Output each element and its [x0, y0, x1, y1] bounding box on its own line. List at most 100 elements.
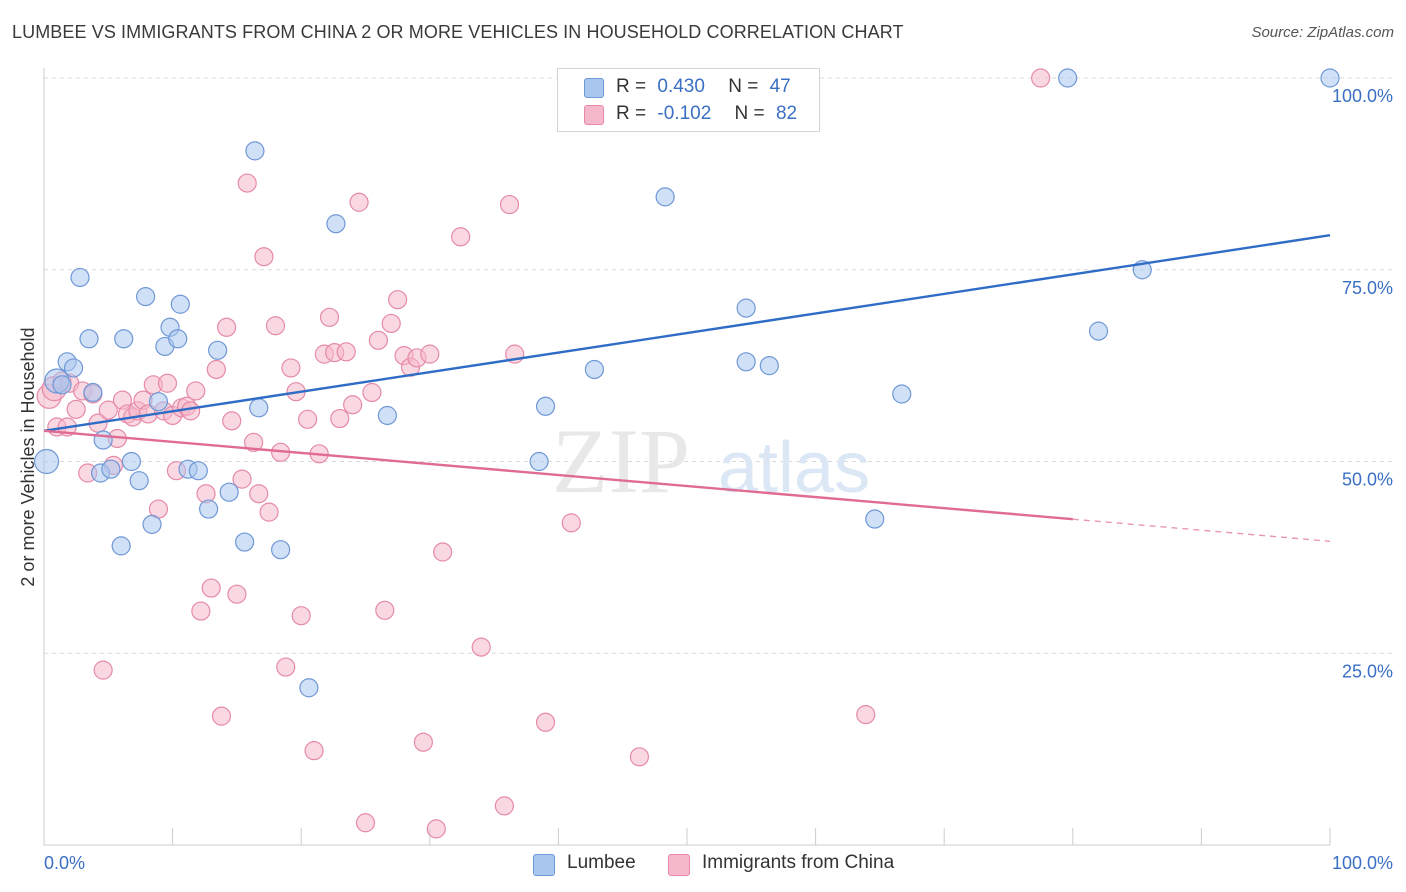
china-point: [420, 344, 440, 364]
y-tick-label: 50.0%: [1342, 470, 1393, 490]
lumbee-point: [83, 382, 103, 403]
x-tick-label: 100.0%: [1332, 853, 1393, 873]
lumbee-point: [70, 267, 90, 288]
china-point: [304, 741, 324, 761]
y-tick-label: 75.0%: [1342, 278, 1393, 298]
legend-n-value: 82: [775, 103, 798, 124]
china-point: [451, 227, 471, 247]
legend-r-label: R =: [616, 103, 647, 124]
bottom-legend-label-china: Immigrants from China: [702, 852, 895, 873]
china-point: [362, 382, 382, 403]
trend-line-china: [43, 429, 1073, 521]
y-tick-label: 25.0%: [1342, 661, 1393, 681]
lumbee-point: [655, 187, 675, 207]
china-point: [355, 813, 376, 833]
lumbee-point: [584, 359, 605, 380]
lumbee-point: [135, 287, 156, 307]
china-point: [561, 513, 581, 533]
china-point: [222, 411, 242, 431]
china-point: [191, 601, 211, 621]
bottom-legend-swatch-lumbee: [533, 854, 555, 876]
china-point: [499, 194, 520, 215]
watermark: ZIP atlas: [552, 410, 870, 512]
lumbee-point: [271, 540, 291, 560]
series-lumbee-points: [33, 68, 1340, 698]
bottom-legend-label-lumbee: Lumbee: [567, 852, 636, 873]
legend-r-value: 0.430: [657, 76, 705, 97]
correlation-legend: R = 0.430 N = 47 R = -0.102 N = 82: [557, 68, 820, 132]
china-point: [237, 173, 257, 193]
trend-lines: [43, 234, 1331, 542]
lumbee-point: [170, 294, 190, 314]
trend-line-china-extension: [1072, 518, 1331, 542]
tick-labels: 25.0% 50.0% 75.0% 100.0% 0.0% 100.0%: [44, 86, 1393, 873]
legend-n-label: N =: [728, 76, 759, 97]
china-point: [244, 432, 264, 452]
lumbee-point: [865, 509, 885, 529]
china-point: [201, 578, 221, 598]
china-point: [426, 819, 446, 839]
china-point: [336, 342, 356, 362]
china-point: [276, 657, 296, 677]
lumbee-point: [101, 459, 121, 479]
china-point: [93, 660, 113, 680]
legend-r-value: -0.102: [657, 103, 712, 124]
lumbee-point: [168, 329, 188, 349]
china-point: [265, 316, 286, 336]
trend-line-lumbee: [43, 234, 1331, 433]
lumbee-point: [299, 678, 319, 698]
china-point: [368, 330, 388, 350]
lumbee-point: [892, 384, 912, 404]
china-point: [206, 359, 226, 380]
lumbee-point: [235, 532, 255, 552]
lumbee-point: [208, 340, 228, 360]
china-point: [629, 747, 650, 767]
lumbee-point: [114, 329, 134, 349]
china-point: [330, 408, 350, 429]
lumbee-point: [199, 499, 219, 519]
lumbee-point: [148, 392, 169, 412]
china-point: [1031, 68, 1051, 88]
lumbee-point: [121, 451, 142, 472]
source-note: Source: ZipAtlas.com: [1251, 24, 1394, 41]
china-point: [343, 395, 363, 415]
lumbee-point: [1320, 68, 1340, 88]
china-point: [227, 584, 247, 604]
china-point: [375, 600, 395, 620]
china-point: [298, 409, 318, 429]
china-point: [471, 637, 491, 657]
china-point: [535, 712, 556, 732]
x-tick-label: 0.0%: [44, 853, 85, 873]
china-point: [181, 401, 201, 421]
lumbee-point: [245, 141, 265, 161]
china-point: [319, 307, 340, 327]
lumbee-point: [759, 356, 779, 376]
china-point: [291, 606, 311, 626]
china-point: [98, 400, 118, 420]
lumbee-point: [52, 375, 72, 395]
legend-n-value: 47: [769, 76, 791, 97]
legend-n-label: N =: [734, 103, 765, 124]
lumbee-point: [219, 482, 239, 502]
lumbee-point: [142, 514, 162, 534]
china-point: [413, 732, 433, 752]
china-point: [186, 381, 206, 401]
legend-swatch-china: [584, 105, 604, 125]
y-axis-label: 2 or more Vehicles in Household: [18, 327, 38, 586]
china-point: [249, 484, 269, 504]
china-point: [349, 192, 369, 212]
lumbee-point: [736, 352, 756, 372]
y-tick-label: 100.0%: [1332, 86, 1393, 106]
watermark-zip: ZIP: [552, 410, 690, 512]
lumbee-point: [33, 448, 60, 475]
chart-title: LUMBEE VS IMMIGRANTS FROM CHINA 2 OR MOR…: [12, 22, 904, 42]
china-point: [433, 542, 453, 562]
legend-r-label: R =: [616, 76, 647, 97]
china-point: [66, 399, 86, 419]
china-point: [217, 317, 237, 337]
china-point: [232, 469, 252, 489]
lumbee-point: [188, 461, 208, 481]
china-point: [856, 705, 876, 725]
lumbee-point: [1088, 321, 1109, 341]
